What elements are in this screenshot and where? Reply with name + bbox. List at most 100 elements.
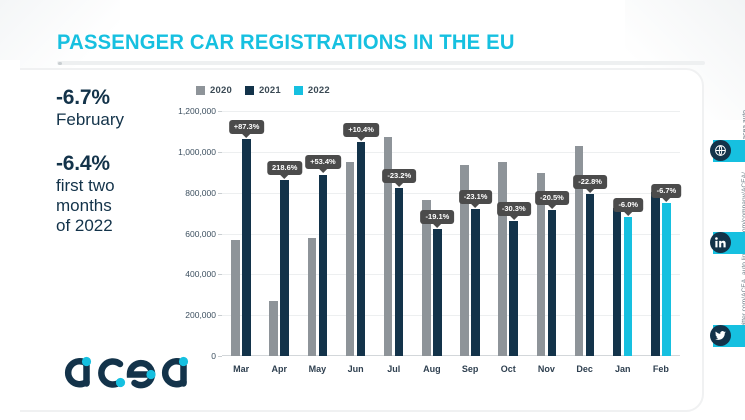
bar-group: Apr 218.6% (260, 111, 303, 374)
x-axis-label-feb: Feb (652, 364, 669, 374)
data-label-dec: -22.8% (573, 174, 607, 193)
y-axis-tick-label: 800,000 (185, 187, 216, 198)
acea-logo (56, 337, 216, 399)
gridline (222, 111, 680, 112)
bar-group: Aug -19.1% (413, 111, 455, 374)
bar-2022-feb[interactable] (662, 203, 671, 356)
x-axis-label-apr: Apr (271, 364, 287, 374)
chart-legend: 2020 2021 2022 (196, 85, 330, 96)
data-label-aug: -19.1% (420, 210, 455, 229)
y-axis-tick-mark (218, 274, 222, 276)
bar-group: Jun +10.4% (337, 111, 379, 374)
x-axis-label-jan: Jan (614, 364, 631, 374)
legend-swatch-2022 (293, 86, 303, 95)
data-label-jun: +10.4% (343, 123, 379, 142)
data-label-jan: -6.0% (613, 197, 644, 216)
x-axis-label-jun: Jun (347, 364, 364, 374)
bar-group: Dec -22.8% (566, 111, 607, 374)
stat-label-line1: first two (56, 176, 115, 195)
x-axis-label-aug: Aug (423, 364, 441, 374)
y-axis-tick-mark (218, 111, 222, 112)
bar-2020-jun[interactable] (345, 162, 355, 356)
x-axis-label-jul: Jul (387, 364, 401, 374)
bar-2020-sep[interactable] (460, 164, 469, 356)
gridline (222, 192, 680, 194)
legend-label: 2021 (258, 85, 281, 96)
bar-2022-jan[interactable] (623, 216, 633, 356)
bar-chart: 2020 2021 2022 0 200,000 400,000 600,000 800… (178, 85, 686, 390)
bar-2021-nov[interactable] (547, 210, 557, 356)
bar-2021-may[interactable] (318, 174, 328, 356)
chart-plot-area: 0 200,000 400,000 600,000 800,000 1,000,000 1,… (178, 106, 682, 374)
bar-2021-oct[interactable] (509, 220, 518, 356)
bar-2020-mar[interactable] (231, 240, 240, 356)
data-label-jul: -23.2% (382, 168, 417, 187)
stat-february: -6.7% February (56, 86, 186, 130)
bar-2021-aug[interactable] (433, 229, 442, 356)
y-axis-tick-mark (218, 192, 222, 194)
twitter-icon-svg (715, 331, 726, 340)
linkedin-icon-svg (715, 237, 726, 248)
gridline (222, 233, 680, 235)
acea-logo-mark (64, 356, 189, 389)
y-axis-tick-label: 400,000 (185, 269, 216, 280)
data-label-may: +53.4% (305, 155, 341, 174)
bar-group: Feb -6.7% (642, 111, 682, 374)
bar-2020-oct[interactable] (498, 162, 507, 356)
bar-2021-jan[interactable] (612, 207, 622, 356)
x-axis-label-oct: Oct (500, 364, 516, 374)
y-axis-tick-label: 200,000 (185, 310, 216, 321)
bar-2021-feb[interactable] (651, 192, 660, 356)
stat-label-line3: of 2022 (56, 216, 113, 235)
stat-first-two-months: -6.4% first two months of 2022 (56, 152, 186, 236)
legend-label: 2022 (307, 85, 330, 96)
x-axis-label-sep: Sep (461, 364, 479, 374)
bar-group: May +53.4% (298, 111, 341, 374)
stat-value: -6.4% (56, 152, 110, 175)
social-label-twitter: twitter.com/ACEA_auto (741, 262, 745, 331)
legend-label: 2020 (210, 85, 232, 96)
bar-group: Sep -23.1% (451, 111, 493, 374)
bar-2021-dec[interactable] (585, 193, 595, 356)
bar-2021-jul[interactable] (394, 187, 404, 356)
x-axis-label-nov: Nov (537, 364, 555, 374)
title-divider (57, 61, 705, 65)
y-axis-tick-label: 1,000,000 (178, 146, 216, 157)
y-axis-tick-mark (218, 233, 222, 235)
x-axis-line (222, 355, 680, 356)
bar-2020-may[interactable] (307, 237, 317, 356)
data-label-mar: +87.3% (228, 120, 265, 139)
bar-2021-jun[interactable] (356, 142, 366, 356)
gridline (222, 151, 680, 153)
bar-group: Jul -23.2% (375, 111, 417, 374)
bar-group: Nov -20.5% (527, 111, 569, 374)
social-rail: acea.auto linkedin.com/company/ACEA/ twi… (699, 110, 745, 395)
y-axis-tick-mark (218, 315, 222, 317)
legend-item-2020[interactable]: 2020 (196, 85, 232, 96)
legend-item-2021[interactable]: 2021 (244, 85, 281, 96)
bar-2020-jul[interactable] (383, 137, 393, 356)
twitter-icon[interactable] (710, 325, 731, 346)
globe-icon[interactable] (710, 140, 731, 161)
bar-2020-dec[interactable] (574, 145, 584, 356)
legend-item-2022[interactable]: 2022 (293, 85, 330, 96)
title-divider-dot (58, 61, 62, 65)
stat-label: February (56, 110, 125, 129)
bar-2020-apr[interactable] (269, 300, 278, 356)
data-label-feb: -6.7% (651, 184, 682, 203)
bar-2021-mar[interactable] (242, 139, 251, 356)
bar-2021-apr[interactable] (280, 180, 289, 356)
bar-2020-nov[interactable] (536, 172, 546, 356)
bar-group: Oct -30.3% (489, 111, 531, 374)
bar-group: Mar +87.3% (222, 111, 265, 374)
y-axis-tick-mark (218, 151, 222, 153)
y-axis-tick-label: 600,000 (185, 228, 216, 239)
linkedin-icon[interactable] (710, 232, 731, 253)
page-title: PASSENGER CAR REGISTRATIONS IN THE EU (57, 30, 515, 54)
bar-2020-aug[interactable] (422, 199, 431, 356)
y-axis-tick-mark (218, 356, 222, 357)
x-axis-label-dec: Dec (576, 364, 593, 374)
x-axis-label-mar: Mar (233, 364, 250, 374)
x-axis-label-may: May (308, 364, 327, 374)
bar-2021-sep[interactable] (471, 209, 480, 356)
